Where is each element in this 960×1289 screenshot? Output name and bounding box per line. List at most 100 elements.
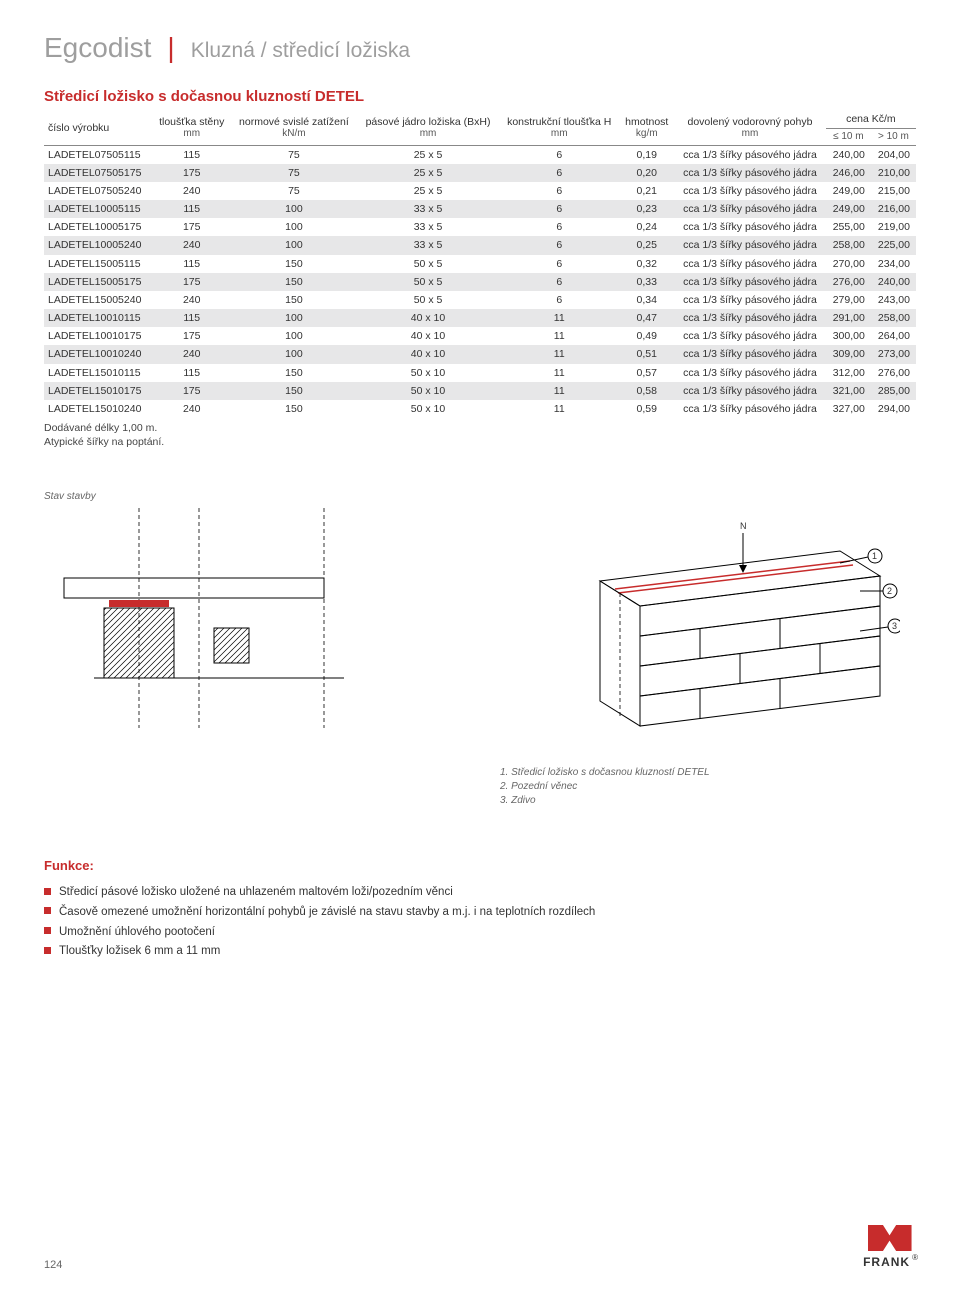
table-cell: 6 xyxy=(499,255,619,273)
table-cell: 40 x 10 xyxy=(357,327,499,345)
table-cell: 0,24 xyxy=(619,218,674,236)
table-cell: 6 xyxy=(499,145,619,164)
table-cell: 40 x 10 xyxy=(357,345,499,363)
table-cell: cca 1/3 šířky pásového jádra xyxy=(674,236,826,254)
table-cell: 100 xyxy=(231,309,357,327)
table-cell: 11 xyxy=(499,309,619,327)
table-cell: 234,00 xyxy=(871,255,916,273)
table-cell: LADETEL10010240 xyxy=(44,345,153,363)
table-cell: 240 xyxy=(153,291,231,309)
table-cell: 291,00 xyxy=(826,309,871,327)
table-cell: 276,00 xyxy=(826,273,871,291)
table-cell: 25 x 5 xyxy=(357,182,499,200)
table-cell: 150 xyxy=(231,273,357,291)
table-cell: 100 xyxy=(231,218,357,236)
table-cell: 312,00 xyxy=(826,364,871,382)
col-wall: tloušťka stěnymm xyxy=(153,111,231,145)
table-cell: 327,00 xyxy=(826,400,871,418)
svg-text:3: 3 xyxy=(892,621,897,631)
table-cell: 50 x 10 xyxy=(357,400,499,418)
diagram-left-svg xyxy=(44,508,404,728)
table-row: LADETEL1001011511510040 x 10110,47cca 1/… xyxy=(44,309,916,327)
table-cell: cca 1/3 šířky pásového jádra xyxy=(674,291,826,309)
table-cell: LADETEL15010240 xyxy=(44,400,153,418)
table-row: LADETEL1000524024010033 x 560,25cca 1/3 … xyxy=(44,236,916,254)
table-cell: 0,23 xyxy=(619,200,674,218)
table-cell: LADETEL15005175 xyxy=(44,273,153,291)
table-cell: 11 xyxy=(499,364,619,382)
table-cell: 115 xyxy=(153,145,231,164)
table-cell: 33 x 5 xyxy=(357,218,499,236)
table-cell: 115 xyxy=(153,309,231,327)
table-footnotes: Dodávané délky 1,00 m. Atypické šířky na… xyxy=(44,422,916,449)
diagram-right-svg: N 1 2 3 xyxy=(500,491,900,751)
product-table: číslo výrobku tloušťka stěnymm normové s… xyxy=(44,111,916,418)
table-cell: 240,00 xyxy=(826,145,871,164)
table-cell: 6 xyxy=(499,273,619,291)
table-cell: cca 1/3 šířky pásového jádra xyxy=(674,200,826,218)
table-cell: 240 xyxy=(153,236,231,254)
table-row: LADETEL1501017517515050 x 10110,58cca 1/… xyxy=(44,382,916,400)
table-cell: 270,00 xyxy=(826,255,871,273)
table-cell: 11 xyxy=(499,400,619,418)
table-cell: cca 1/3 šířky pásového jádra xyxy=(674,345,826,363)
table-row: LADETEL1500524024015050 x 560,34cca 1/3 … xyxy=(44,291,916,309)
col-move: dovolený vodorovný pohybmm xyxy=(674,111,826,145)
table-cell: cca 1/3 šířky pásového jádra xyxy=(674,218,826,236)
table-cell: 6 xyxy=(499,236,619,254)
brand-subtitle: Kluzná / středicí ložiska xyxy=(191,39,410,63)
table-cell: 40 x 10 xyxy=(357,309,499,327)
table-cell: LADETEL10010175 xyxy=(44,327,153,345)
table-cell: LADETEL10010115 xyxy=(44,309,153,327)
brand-logo: FRANK® xyxy=(863,1225,916,1271)
table-cell: 100 xyxy=(231,236,357,254)
footnote-line: Dodávané délky 1,00 m. xyxy=(44,422,916,436)
table-cell: 150 xyxy=(231,291,357,309)
section-title: Středicí ložisko s dočasnou kluzností DE… xyxy=(44,88,916,105)
func-item: Umožnění úhlového pootočení xyxy=(44,923,916,943)
table-cell: 246,00 xyxy=(826,164,871,182)
table-cell: 6 xyxy=(499,291,619,309)
table-row: LADETEL075052402407525 x 560,21cca 1/3 š… xyxy=(44,182,916,200)
table-cell: LADETEL10005115 xyxy=(44,200,153,218)
table-cell: 0,49 xyxy=(619,327,674,345)
table-cell: 75 xyxy=(231,145,357,164)
table-cell: cca 1/3 šířky pásového jádra xyxy=(674,382,826,400)
func-title: Funkce: xyxy=(44,858,916,873)
table-cell: 0,57 xyxy=(619,364,674,382)
col-product: číslo výrobku xyxy=(44,111,153,145)
table-cell: 6 xyxy=(499,218,619,236)
logo-icon xyxy=(868,1225,912,1251)
logo-text: FRANK xyxy=(863,1255,910,1269)
col-price-gt10: > 10 m xyxy=(871,128,916,145)
table-cell: 150 xyxy=(231,364,357,382)
table-cell: 0,33 xyxy=(619,273,674,291)
table-row: LADETEL1000511511510033 x 560,23cca 1/3 … xyxy=(44,200,916,218)
table-cell: 0,32 xyxy=(619,255,674,273)
table-cell: 255,00 xyxy=(826,218,871,236)
table-cell: LADETEL15005240 xyxy=(44,291,153,309)
table-cell: 0,34 xyxy=(619,291,674,309)
func-list: Středicí pásové ložisko uložené na uhlaz… xyxy=(44,883,916,961)
table-cell: 75 xyxy=(231,164,357,182)
table-cell: 175 xyxy=(153,164,231,182)
page-header: Egcodist | Kluzná / středicí ložiska xyxy=(44,32,916,64)
arrow-n-label: N xyxy=(740,521,747,531)
col-mass: hmotnostkg/m xyxy=(619,111,674,145)
col-price: cena Kč/m xyxy=(826,111,916,128)
table-cell: 0,59 xyxy=(619,400,674,418)
table-cell: 25 x 5 xyxy=(357,164,499,182)
table-row: LADETEL1500511511515050 x 560,32cca 1/3 … xyxy=(44,255,916,273)
table-cell: 175 xyxy=(153,218,231,236)
table-cell: 11 xyxy=(499,345,619,363)
table-cell: 175 xyxy=(153,273,231,291)
table-cell: 0,58 xyxy=(619,382,674,400)
page-number: 124 xyxy=(44,1259,62,1271)
table-cell: 0,51 xyxy=(619,345,674,363)
diagram-legend: 1. Středicí ložisko s dočasnou kluzností… xyxy=(500,766,916,808)
col-load: normové svislé zatíženíkN/m xyxy=(231,111,357,145)
col-thick: konstrukční tloušťka Hmm xyxy=(499,111,619,145)
table-row: LADETEL1000517517510033 x 560,24cca 1/3 … xyxy=(44,218,916,236)
table-cell: 279,00 xyxy=(826,291,871,309)
table-cell: 150 xyxy=(231,255,357,273)
